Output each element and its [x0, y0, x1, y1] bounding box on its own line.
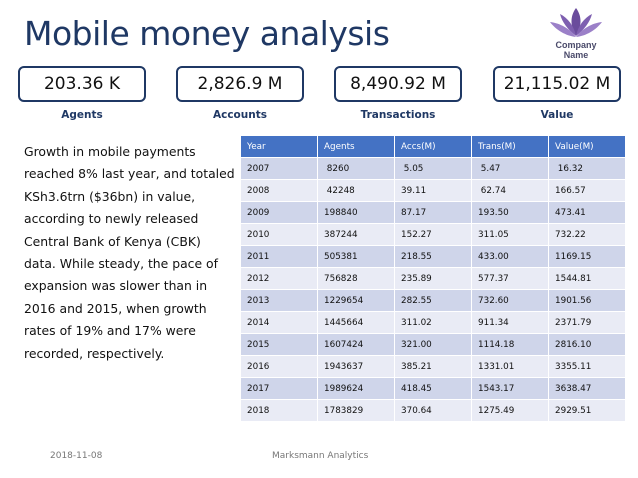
- table-cell: 2017: [240, 377, 318, 400]
- table-cell: 505381: [317, 245, 395, 268]
- table-cell: 370.64: [394, 399, 472, 422]
- kpi-agents-value: 203.36 K: [18, 66, 146, 102]
- table-row: 2015 1607424 321.00 1114.18 2816.10: [240, 333, 626, 356]
- table-cell: 732.60: [471, 289, 549, 312]
- kpi-accounts-label: Accounts: [212, 109, 267, 121]
- table-cell: 1943637: [317, 355, 395, 378]
- page-title: Mobile money analysis: [24, 14, 390, 53]
- footer-date: 2018-11-08: [50, 451, 103, 461]
- table-cell: 198840: [317, 201, 395, 224]
- header-transactions: Trans(M): [471, 135, 549, 158]
- table-cell: 1544.81: [548, 267, 626, 290]
- table-cell: 62.74: [471, 179, 549, 202]
- lotus-logo-icon: [550, 8, 602, 37]
- description-text: Growth in mobile payments reached 8% las…: [24, 144, 235, 361]
- table-cell: 311.02: [394, 311, 472, 334]
- table-cell: 1543.17: [471, 377, 549, 400]
- table-row: 2017 1989624 418.45 1543.17 3638.47: [240, 377, 626, 400]
- table-cell: 16.32: [548, 157, 626, 180]
- table-cell: 911.34: [471, 311, 549, 334]
- kpi-transactions-label: Transactions: [360, 109, 436, 121]
- table-cell: 2007: [240, 157, 318, 180]
- table-cell: 756828: [317, 267, 395, 290]
- table-row: 2010 387244 152.27 311.05 732.22: [240, 223, 626, 246]
- kpi-agents-label: Agents: [61, 109, 103, 121]
- table-cell: 433.00: [471, 245, 549, 268]
- table-cell: 385.21: [394, 355, 472, 378]
- table-cell: 321.00: [394, 333, 472, 356]
- header-year: Year: [240, 135, 318, 158]
- table-cell: 2009: [240, 201, 318, 224]
- table-cell: 39.11: [394, 179, 472, 202]
- table-cell: 1989624: [317, 377, 395, 400]
- table-cell: 1607424: [317, 333, 395, 356]
- table-row: 2007 8260 5.05 5.47 16.32: [240, 157, 626, 180]
- table-row: 2014 1445664 311.02 911.34 2371.79: [240, 311, 626, 334]
- kpi-accounts-value: 2,826.9 M: [176, 66, 304, 102]
- table-cell: 1114.18: [471, 333, 549, 356]
- table-row: 2013 1229654 282.55 732.60 1901.56: [240, 289, 626, 312]
- table-cell: 2014: [240, 311, 318, 334]
- table-cell: 2816.10: [548, 333, 626, 356]
- table-cell: 473.41: [548, 201, 626, 224]
- table-cell: 2011: [240, 245, 318, 268]
- table-cell: 1169.15: [548, 245, 626, 268]
- kpi-transactions-value: 8,490.92 M: [334, 66, 462, 102]
- table-row: 2018 1783829 370.64 1275.49 2929.51: [240, 399, 626, 422]
- table-cell: 3638.47: [548, 377, 626, 400]
- table-cell: 3355.11: [548, 355, 626, 378]
- table-cell: 2010: [240, 223, 318, 246]
- company-logo: Company Name: [540, 6, 612, 62]
- table-cell: 2016: [240, 355, 318, 378]
- table-cell: 2013: [240, 289, 318, 312]
- table-cell: 166.57: [548, 179, 626, 202]
- header-agents: Agents: [317, 135, 395, 158]
- table-cell: 152.27: [394, 223, 472, 246]
- logo-text-name: Name: [563, 50, 589, 60]
- table-header-row: Year Agents Accs(M) Trans(M) Value(M): [240, 135, 626, 158]
- table-cell: 87.17: [394, 201, 472, 224]
- table-cell: 1901.56: [548, 289, 626, 312]
- table-row: 2009 198840 87.17 193.50 473.41: [240, 201, 626, 224]
- table-cell: 5.47: [471, 157, 549, 180]
- table-cell: 1229654: [317, 289, 395, 312]
- table-cell: 42248: [317, 179, 395, 202]
- table-cell: 218.55: [394, 245, 472, 268]
- table-cell: 577.37: [471, 267, 549, 290]
- table-cell: 1783829: [317, 399, 395, 422]
- table-cell: 235.89: [394, 267, 472, 290]
- header-accounts: Accs(M): [394, 135, 472, 158]
- table-cell: 1275.49: [471, 399, 549, 422]
- table-cell: 193.50: [471, 201, 549, 224]
- table-row: 2011 505381 218.55 433.00 1169.15: [240, 245, 626, 268]
- table-cell: 2929.51: [548, 399, 626, 422]
- table-cell: 1331.01: [471, 355, 549, 378]
- header-value: Value(M): [548, 135, 626, 158]
- table-cell: 2371.79: [548, 311, 626, 334]
- table-cell: 282.55: [394, 289, 472, 312]
- table-cell: 8260: [317, 157, 395, 180]
- table-cell: 732.22: [548, 223, 626, 246]
- table-row: 2008 42248 39.11 62.74 166.57: [240, 179, 626, 202]
- table-row: 2016 1943637 385.21 1331.01 3355.11: [240, 355, 626, 378]
- table-cell: 5.05: [394, 157, 472, 180]
- table-cell: 2008: [240, 179, 318, 202]
- table-cell: 2012: [240, 267, 318, 290]
- logo-text-company: Company: [555, 40, 597, 50]
- kpi-value-value: 21,115.02 M: [493, 66, 621, 102]
- table-cell: 311.05: [471, 223, 549, 246]
- table-row: 2012 756828 235.89 577.37 1544.81: [240, 267, 626, 290]
- table-cell: 418.45: [394, 377, 472, 400]
- table-cell: 2018: [240, 399, 318, 422]
- kpi-value-label: Value: [540, 109, 574, 121]
- table-cell: 1445664: [317, 311, 395, 334]
- table-body: 2007 8260 5.05 5.47 16.32 2008 42248 39.11…: [240, 157, 626, 422]
- table-cell: 387244: [317, 223, 395, 246]
- footer-text: Marksmann Analytics: [272, 451, 369, 461]
- table-cell: 2015: [240, 333, 318, 356]
- mobile-money-table: Year Agents Accs(M) Trans(M) Value(M) 20…: [240, 135, 626, 422]
